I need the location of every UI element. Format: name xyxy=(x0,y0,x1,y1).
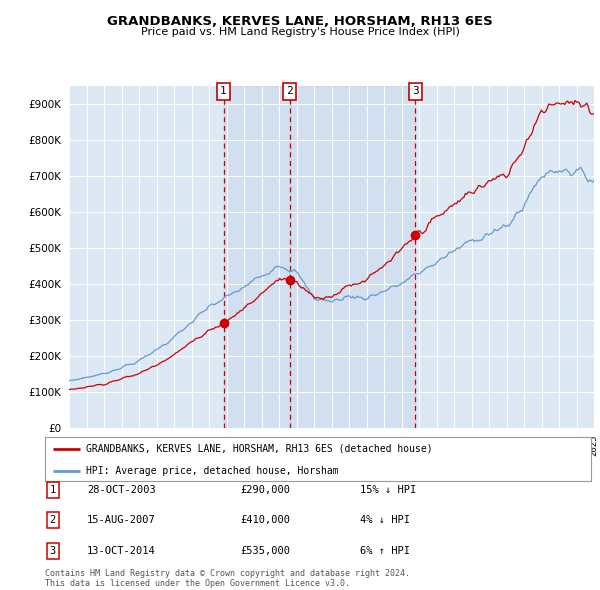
Text: 15% ↓ HPI: 15% ↓ HPI xyxy=(360,485,416,494)
Text: 13-OCT-2014: 13-OCT-2014 xyxy=(87,546,156,556)
Text: 3: 3 xyxy=(50,546,56,556)
Text: £410,000: £410,000 xyxy=(240,516,290,525)
Text: 2: 2 xyxy=(286,87,293,96)
Text: 1: 1 xyxy=(50,485,56,494)
Text: 4% ↓ HPI: 4% ↓ HPI xyxy=(360,516,410,525)
Text: £535,000: £535,000 xyxy=(240,546,290,556)
Text: 6% ↑ HPI: 6% ↑ HPI xyxy=(360,546,410,556)
Text: 15-AUG-2007: 15-AUG-2007 xyxy=(87,516,156,525)
Text: HPI: Average price, detached house, Horsham: HPI: Average price, detached house, Hors… xyxy=(86,466,338,476)
Text: 3: 3 xyxy=(412,87,419,96)
Text: 2: 2 xyxy=(50,516,56,525)
Text: GRANDBANKS, KERVES LANE, HORSHAM, RH13 6ES: GRANDBANKS, KERVES LANE, HORSHAM, RH13 6… xyxy=(107,15,493,28)
Text: 1: 1 xyxy=(220,87,227,96)
Text: Contains HM Land Registry data © Crown copyright and database right 2024.
This d: Contains HM Land Registry data © Crown c… xyxy=(45,569,410,588)
Bar xyxy=(290,86,415,428)
Bar xyxy=(224,86,290,428)
Text: 28-OCT-2003: 28-OCT-2003 xyxy=(87,485,156,494)
Text: GRANDBANKS, KERVES LANE, HORSHAM, RH13 6ES (detached house): GRANDBANKS, KERVES LANE, HORSHAM, RH13 6… xyxy=(86,444,433,454)
Text: £290,000: £290,000 xyxy=(240,485,290,494)
Text: Price paid vs. HM Land Registry's House Price Index (HPI): Price paid vs. HM Land Registry's House … xyxy=(140,27,460,37)
